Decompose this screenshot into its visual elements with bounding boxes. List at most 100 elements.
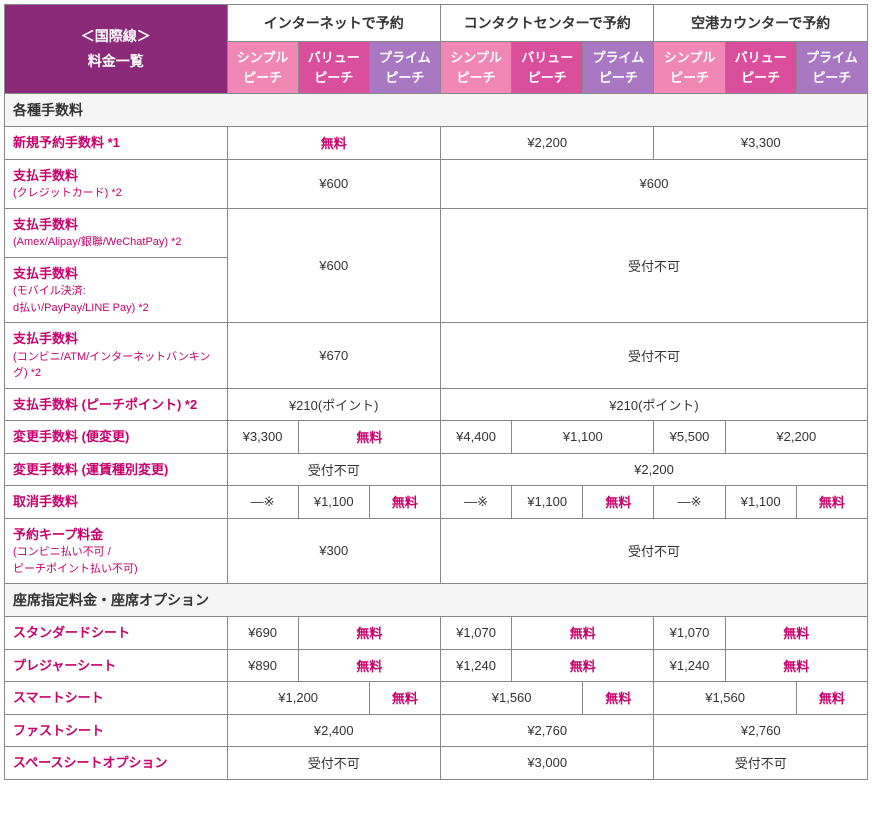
cell: 受付不可 [440, 518, 867, 584]
row-label: スタンダードシート [5, 617, 228, 650]
row-label: 変更手数料 (便変更) [5, 421, 228, 454]
cell: 無料 [369, 682, 440, 715]
cell: ¥3,300 [227, 421, 298, 454]
cell: ¥2,760 [440, 714, 653, 747]
row-keep: 予約キープ料金 (コンビニ払い不可 / ピーチポイント払い不可) ¥300 受付… [5, 518, 868, 584]
fare-table: ＜国際線＞ 料金一覧 インターネットで予約 コンタクトセンターで予約 空港カウン… [4, 4, 868, 780]
row-change-flight: 変更手数料 (便変更) ¥3,300 無料 ¥4,400 ¥1,100 ¥5,5… [5, 421, 868, 454]
cell: 無料 [298, 617, 440, 650]
table-corner: ＜国際線＞ 料金一覧 [5, 5, 228, 94]
cell: ¥210(ポイント) [227, 388, 440, 421]
cell: ¥1,100 [725, 486, 796, 519]
row-change-fare: 変更手数料 (運賃種別変更) 受付不可 ¥2,200 [5, 453, 868, 486]
cell: 無料 [583, 682, 654, 715]
cell: ¥1,560 [440, 682, 582, 715]
cell: 受付不可 [654, 747, 868, 780]
cell: ¥600 [227, 159, 440, 208]
cell: 無料 [583, 486, 654, 519]
row-seat-space: スペースシートオプション 受付不可 ¥3,000 受付不可 [5, 747, 868, 780]
cell: 無料 [512, 617, 654, 650]
section-fees: 各種手数料 [5, 94, 868, 127]
cell: 無料 [796, 682, 867, 715]
cell: ¥2,200 [440, 453, 867, 486]
cell: ¥890 [227, 649, 298, 682]
cell: 無料 [512, 649, 654, 682]
cell: ¥2,200 [440, 127, 653, 160]
plan-value: バリューピーチ [298, 42, 369, 94]
cell: ¥5,500 [654, 421, 725, 454]
cell: 無料 [796, 486, 867, 519]
cell: ¥690 [227, 617, 298, 650]
cell: ―※ [227, 486, 298, 519]
cell: 無料 [725, 649, 867, 682]
row-seat-pleasure: プレジャーシート ¥890 無料 ¥1,240 無料 ¥1,240 無料 [5, 649, 868, 682]
cell: 無料 [298, 649, 440, 682]
cell: ¥4,400 [440, 421, 511, 454]
row-label: スペースシートオプション [5, 747, 228, 780]
row-pay-amex: 支払手数料(Amex/Alipay/銀聯/WeChatPay) *2 ¥600 … [5, 208, 868, 257]
cell: 受付不可 [227, 747, 440, 780]
cell: ¥1,070 [654, 617, 725, 650]
row-new-booking: 新規予約手数料 *1 無料 ¥2,200 ¥3,300 [5, 127, 868, 160]
row-seat-smart: スマートシート ¥1,200 無料 ¥1,560 無料 ¥1,560 無料 [5, 682, 868, 715]
row-seat-std: スタンダードシート ¥690 無料 ¥1,070 無料 ¥1,070 無料 [5, 617, 868, 650]
cell: ¥1,100 [298, 486, 369, 519]
row-label: プレジャーシート [5, 649, 228, 682]
cell: ¥1,240 [440, 649, 511, 682]
row-label: ファストシート [5, 714, 228, 747]
plan-prime: プライムピーチ [796, 42, 867, 94]
plan-value: バリューピーチ [725, 42, 796, 94]
cell: 受付不可 [440, 208, 867, 323]
cell: ¥1,560 [654, 682, 796, 715]
row-pay-cc: 支払手数料(クレジットカード) *2 ¥600 ¥600 [5, 159, 868, 208]
cell: 無料 [725, 617, 867, 650]
cell: ¥3,000 [440, 747, 653, 780]
cell: ¥1,240 [654, 649, 725, 682]
plan-simple: シンプルピーチ [654, 42, 725, 94]
section-seats: 座席指定料金・座席オプション [5, 584, 868, 617]
plan-prime: プライムピーチ [583, 42, 654, 94]
cell: 受付不可 [227, 453, 440, 486]
row-label: 支払手数料 (ピーチポイント) *2 [5, 388, 228, 421]
cell: ¥2,400 [227, 714, 440, 747]
plan-value: バリューピーチ [512, 42, 583, 94]
row-pay-conv: 支払手数料(コンビニ/ATM/インターネットバンキング) *2 ¥670 受付不… [5, 323, 868, 389]
cell: ¥1,200 [227, 682, 369, 715]
cell: ¥600 [440, 159, 867, 208]
cell: ¥2,760 [654, 714, 868, 747]
cell: ―※ [440, 486, 511, 519]
cell: ¥600 [227, 208, 440, 323]
row-label: 支払手数料(Amex/Alipay/銀聯/WeChatPay) *2 [5, 208, 228, 257]
row-seat-fast: ファストシート ¥2,400 ¥2,760 ¥2,760 [5, 714, 868, 747]
channel-internet: インターネットで予約 [227, 5, 440, 42]
cell: 無料 [298, 421, 440, 454]
cell: ¥210(ポイント) [440, 388, 867, 421]
cell: ¥1,100 [512, 421, 654, 454]
row-cancel: 取消手数料 ―※ ¥1,100 無料 ―※ ¥1,100 無料 ―※ ¥1,10… [5, 486, 868, 519]
cell: ¥670 [227, 323, 440, 389]
row-label: 支払手数料(コンビニ/ATM/インターネットバンキング) *2 [5, 323, 228, 389]
cell: ¥300 [227, 518, 440, 584]
cell: 無料 [369, 486, 440, 519]
row-label: スマートシート [5, 682, 228, 715]
cell: ¥1,100 [512, 486, 583, 519]
row-label: 支払手数料 (モバイル決済: d払い/PayPay/LINE Pay) *2 [5, 257, 228, 323]
cell: 受付不可 [440, 323, 867, 389]
row-pay-points: 支払手数料 (ピーチポイント) *2 ¥210(ポイント) ¥210(ポイント) [5, 388, 868, 421]
plan-prime: プライムピーチ [369, 42, 440, 94]
plan-simple: シンプルピーチ [440, 42, 511, 94]
cell: ―※ [654, 486, 725, 519]
cell: ¥3,300 [654, 127, 868, 160]
cell: 無料 [227, 127, 440, 160]
channel-airport: 空港カウンターで予約 [654, 5, 868, 42]
row-label: 新規予約手数料 *1 [5, 127, 228, 160]
cell: ¥2,200 [725, 421, 867, 454]
row-label: 変更手数料 (運賃種別変更) [5, 453, 228, 486]
row-label: 予約キープ料金 (コンビニ払い不可 / ピーチポイント払い不可) [5, 518, 228, 584]
row-label: 取消手数料 [5, 486, 228, 519]
row-label: 支払手数料(クレジットカード) *2 [5, 159, 228, 208]
plan-simple: シンプルピーチ [227, 42, 298, 94]
channel-contact: コンタクトセンターで予約 [440, 5, 653, 42]
corner-line1: ＜国際線＞ [81, 28, 151, 44]
cell: ¥1,070 [440, 617, 511, 650]
